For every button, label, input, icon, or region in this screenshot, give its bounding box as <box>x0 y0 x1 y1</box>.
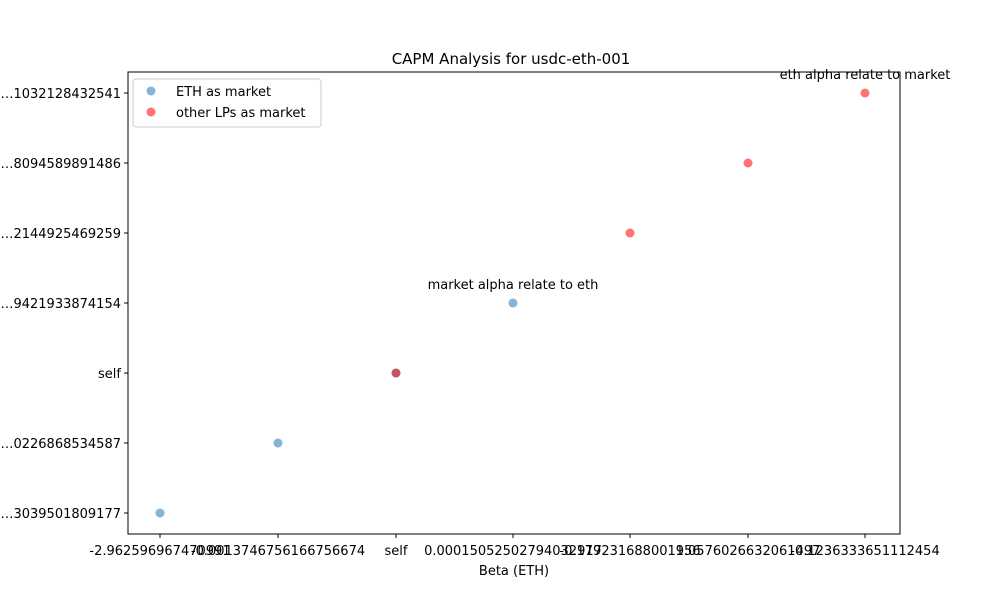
x-tick-label: -2.962596967470991 <box>89 544 230 559</box>
scatter-point-series-1 <box>508 298 518 308</box>
legend-marker-series-1 <box>146 86 156 96</box>
x-axis: -2.962596967470991-0.0013746756166756674… <box>89 534 940 559</box>
y-tick-label: …8094589891486 <box>0 157 121 172</box>
x-tick-label: -0.179231688001956 <box>559 544 700 559</box>
x-tick-label: 1.0576026632061497 <box>676 544 821 559</box>
scatter-point-series-2 <box>625 228 635 238</box>
x-axis-label: Beta (ETH) <box>479 564 549 579</box>
annotation-label: eth alpha relate to market <box>780 68 951 83</box>
legend-box <box>132 78 322 128</box>
plot-area-frame <box>127 71 901 535</box>
legend: ETH as market other LPs as market <box>132 78 322 128</box>
x-tick-label: 0.00015052502794032917 <box>424 544 602 559</box>
scatter-point-series-2 <box>743 158 753 168</box>
legend-label-series-1: ETH as market <box>176 85 271 100</box>
y-tick-label: self <box>98 367 121 382</box>
legend-label-series-2: other LPs as market <box>176 106 306 121</box>
y-tick-label: …1032128432541 <box>0 87 121 102</box>
scatter-point-series-2 <box>860 88 870 98</box>
x-tick-label: self <box>385 544 408 559</box>
y-tick-label: …0226868534587 <box>0 437 121 452</box>
y-tick-label: …2144925469259 <box>0 227 121 242</box>
scatter-point-series-2 <box>391 368 401 378</box>
x-tick-label: -0.1236333651112454 <box>790 544 939 559</box>
annotation-label: market alpha relate to eth <box>428 278 599 293</box>
y-tick-label: …3039501809177 <box>0 507 121 522</box>
y-tick-label: …9421933874154 <box>0 297 121 312</box>
x-tick-label: -0.0013746756166756674 <box>191 544 365 559</box>
chart-title: CAPM Analysis for usdc-eth-001 <box>392 50 631 68</box>
scatter-point-series-1 <box>155 508 165 518</box>
y-axis: …3039501809177 …0226868534587 self …9421933… <box>0 87 128 522</box>
data-points <box>155 88 870 518</box>
scatter-point-series-1 <box>273 438 283 448</box>
legend-marker-series-2 <box>146 107 156 117</box>
